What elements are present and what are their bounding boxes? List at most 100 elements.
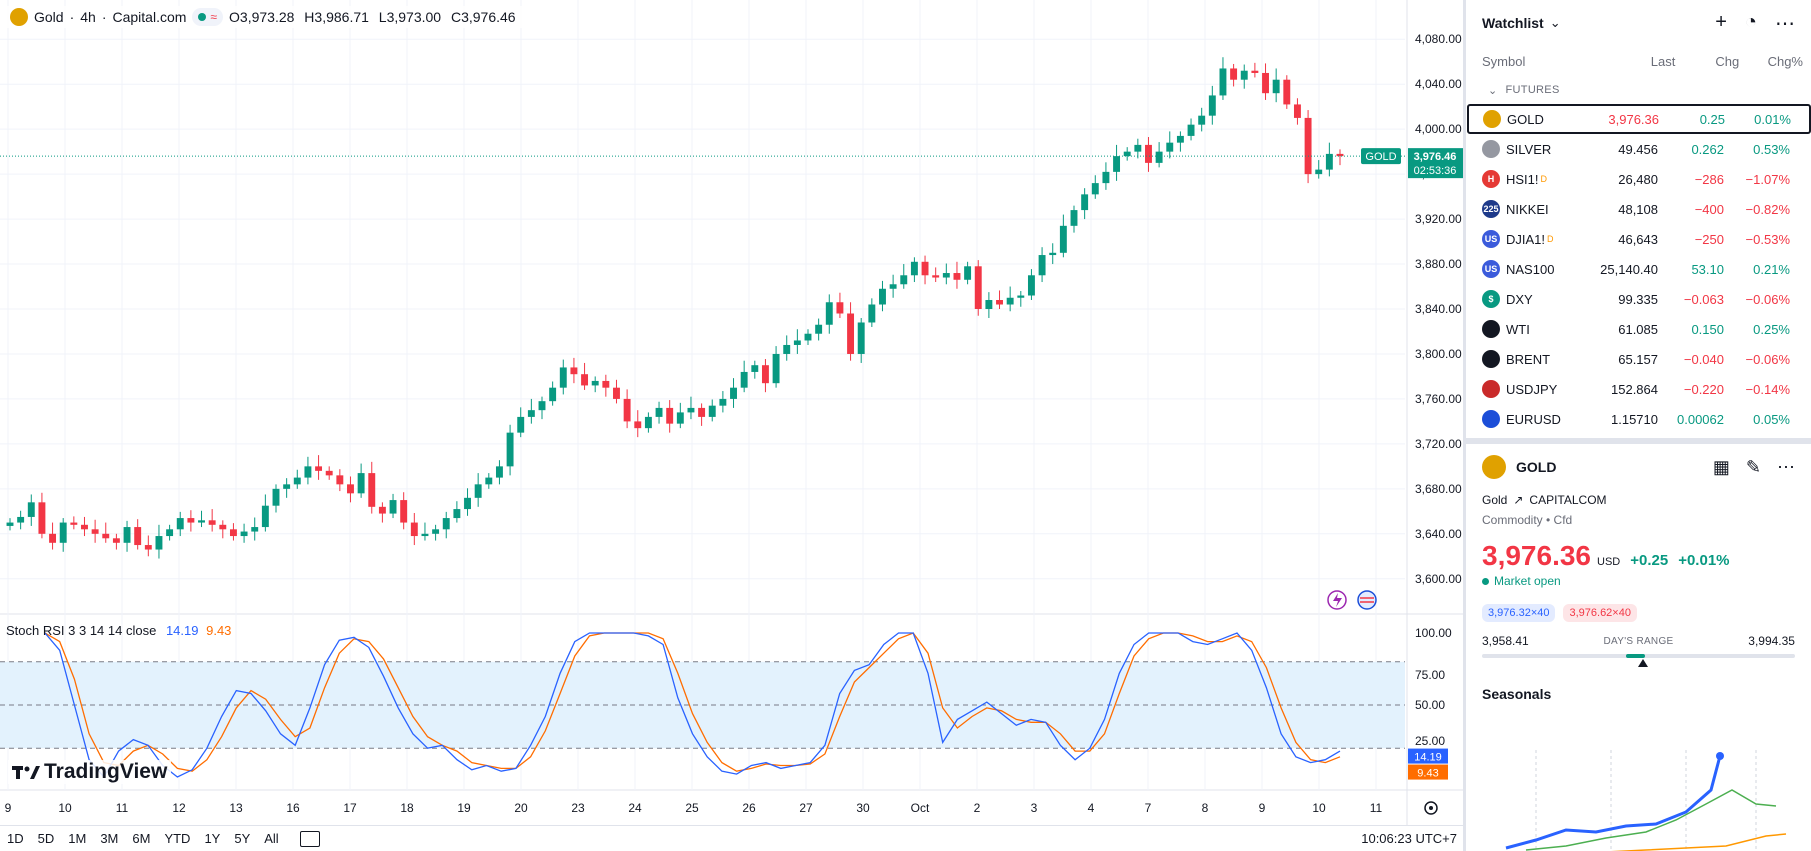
- candle-body: [1293, 104, 1301, 118]
- range-button-1d[interactable]: 1D: [7, 831, 24, 846]
- us-flag-icon[interactable]: [1357, 590, 1377, 610]
- stoch-rsi-legend[interactable]: Stoch RSI 3 3 14 14 close 14.19 9.43: [6, 623, 231, 638]
- more-icon[interactable]: ⋯: [1775, 12, 1795, 35]
- range-button-all[interactable]: All: [264, 831, 279, 846]
- watchlist-row-nas100[interactable]: US NAS100 25,140.40 53.10 0.21%: [1466, 254, 1811, 284]
- candle-body: [27, 502, 35, 517]
- candle-body: [474, 484, 482, 498]
- candle-body: [240, 531, 248, 537]
- tradingview-logo[interactable]: TradingView: [8, 760, 172, 784]
- watchlist-columns: Symbol Last Chg Chg%: [1466, 46, 1811, 76]
- candle-body: [304, 466, 312, 478]
- calendar-icon[interactable]: [299, 830, 320, 847]
- watchlist-row-eurusd[interactable]: EURUSD 1.15710 0.00062 0.05%: [1466, 404, 1811, 434]
- candle-body: [464, 497, 471, 510]
- more-icon[interactable]: ⋯: [1777, 456, 1795, 477]
- candle-body: [879, 288, 886, 305]
- seasonals-chart[interactable]: [1466, 750, 1811, 851]
- candle-body: [1134, 144, 1142, 152]
- candle-body: [1283, 79, 1291, 105]
- flash-icon[interactable]: [1327, 590, 1347, 610]
- candle-body: [453, 509, 461, 519]
- section-futures[interactable]: ⌄ FUTURES: [1466, 76, 1811, 104]
- market-status-text: Market open: [1494, 574, 1561, 588]
- row-symbol: 225 NIKKEI: [1482, 200, 1570, 218]
- candle-body: [676, 412, 684, 424]
- chart-canvas[interactable]: 4,080.004,040.004,000.003,960.003,920.00…: [0, 0, 1463, 825]
- candle-body: [698, 407, 706, 417]
- candle-body: [1208, 95, 1216, 116]
- row-chgp: −0.53%: [1745, 231, 1790, 247]
- range-button-6m[interactable]: 6M: [132, 831, 151, 846]
- time-axis[interactable]: 9 10 11 12 13 16 17 18 19 20 23 24 25 26 27 30 Oct 2 3 4 7 8 9…: [5, 801, 1383, 815]
- range-button-1y[interactable]: 1Y: [204, 831, 221, 846]
- row-last: 48,108: [1618, 201, 1658, 217]
- watchlist-title[interactable]: Watchlist: [1482, 15, 1544, 31]
- add-symbol-icon[interactable]: +: [1715, 10, 1727, 33]
- stoch-k-tag: [1408, 748, 1448, 764]
- panel-divider[interactable]: [1463, 0, 1466, 851]
- col-last[interactable]: Last: [1650, 53, 1676, 69]
- candle-body: [847, 313, 855, 354]
- range-button-5y[interactable]: 5Y: [234, 831, 251, 846]
- stoch-rsi-name: Stoch RSI 3 3 14 14 close: [6, 623, 157, 638]
- row-symbol: USDJPY: [1482, 380, 1570, 398]
- candle-body: [1198, 115, 1206, 125]
- candle-body: [719, 398, 727, 406]
- range-button-5d[interactable]: 5D: [37, 831, 55, 846]
- row-symbol-text: NAS100: [1506, 261, 1555, 277]
- details-symbol[interactable]: GOLD: [1516, 459, 1557, 475]
- watchlist-row-brent[interactable]: BRENT 65.157 −0.040 −0.06%: [1466, 344, 1811, 374]
- candle-body: [155, 536, 163, 550]
- range-button-1m[interactable]: 1M: [68, 831, 87, 846]
- pie-chart-icon[interactable]: ◔: [1744, 10, 1757, 33]
- range-button-3m[interactable]: 3M: [100, 831, 119, 846]
- clock[interactable]: 10:06:23 UTC+7: [1361, 831, 1457, 846]
- candle-body: [921, 261, 929, 276]
- legend-symbol[interactable]: Gold: [34, 9, 64, 25]
- stoch-tick-label: 100.00: [1415, 626, 1452, 640]
- seasonals-title[interactable]: Seasonals: [1482, 686, 1552, 702]
- candle-body: [623, 398, 631, 422]
- candle-body: [1262, 72, 1269, 94]
- candle-body: [144, 545, 152, 550]
- legend-timeframe[interactable]: 4h: [80, 9, 96, 25]
- chart-event-icons[interactable]: [1327, 590, 1377, 610]
- days-range-fill: [1625, 654, 1645, 658]
- bid-badge: 3,976.32×40: [1482, 604, 1556, 622]
- watchlist-row-dxy[interactable]: $ DXY 99.335 −0.063 −0.06%: [1466, 284, 1811, 314]
- settings-gear-icon[interactable]: [1424, 801, 1438, 815]
- layout-grid-icon[interactable]: ▦: [1712, 456, 1730, 477]
- symbol-logo-icon: [1483, 110, 1501, 128]
- external-link-icon[interactable]: ↗: [1513, 493, 1524, 507]
- chart-legend: Gold · 4h · Capital.com ≈ O3,973.28 H3,9…: [6, 6, 526, 28]
- watchlist-row-usdjpy[interactable]: USDJPY 152.864 −0.220 −0.14%: [1466, 374, 1811, 404]
- row-symbol: EURUSD: [1482, 410, 1570, 428]
- candle-body: [485, 477, 493, 485]
- edit-icon[interactable]: ✎: [1745, 456, 1761, 477]
- candle-body: [1240, 70, 1248, 80]
- watchlist-row-silver[interactable]: SILVER 49.456 0.262 0.53%: [1466, 134, 1811, 164]
- col-symbol[interactable]: Symbol: [1482, 53, 1526, 69]
- chart-area[interactable]: Gold · 4h · Capital.com ≈ O3,973.28 H3,9…: [0, 0, 1463, 851]
- stoch-k-tag-value: 14.19: [1414, 752, 1442, 764]
- candle-body: [1006, 297, 1014, 305]
- watchlist-row-wti[interactable]: WTI 61.085 0.150 0.25%: [1466, 314, 1811, 344]
- candle-body: [198, 520, 205, 523]
- col-chgp[interactable]: Chg%: [1767, 53, 1803, 69]
- delayed-flag: D: [1540, 174, 1548, 184]
- ohlc-low: L3,973.00: [378, 9, 442, 25]
- price-axis: 4,080.004,040.004,000.003,960.003,920.00…: [1406, 0, 1462, 825]
- range-button-ytd[interactable]: YTD: [164, 831, 191, 846]
- watchlist-row-gold[interactable]: GOLD 3,976.36 0.25 0.01%: [1467, 104, 1811, 134]
- symbol-logo-icon: [1482, 320, 1500, 338]
- watchlist-row-nikkei[interactable]: 225 NIKKEI 48,108 −400 −0.82%: [1466, 194, 1811, 224]
- watchlist-row-djia1[interactable]: US DJIA1! D 46,643 −250 −0.53%: [1466, 224, 1811, 254]
- candle-body: [613, 387, 620, 399]
- watchlist-row-hsi1[interactable]: H HSI1! D 26,480 −286 −1.07%: [1466, 164, 1811, 194]
- candle-body: [953, 273, 961, 280]
- market-status-pill[interactable]: ≈: [192, 8, 224, 26]
- stoch-k-value: 14.19: [165, 623, 199, 638]
- chevron-down-icon[interactable]: ⌄: [1549, 15, 1561, 30]
- col-chg[interactable]: Chg: [1715, 53, 1740, 69]
